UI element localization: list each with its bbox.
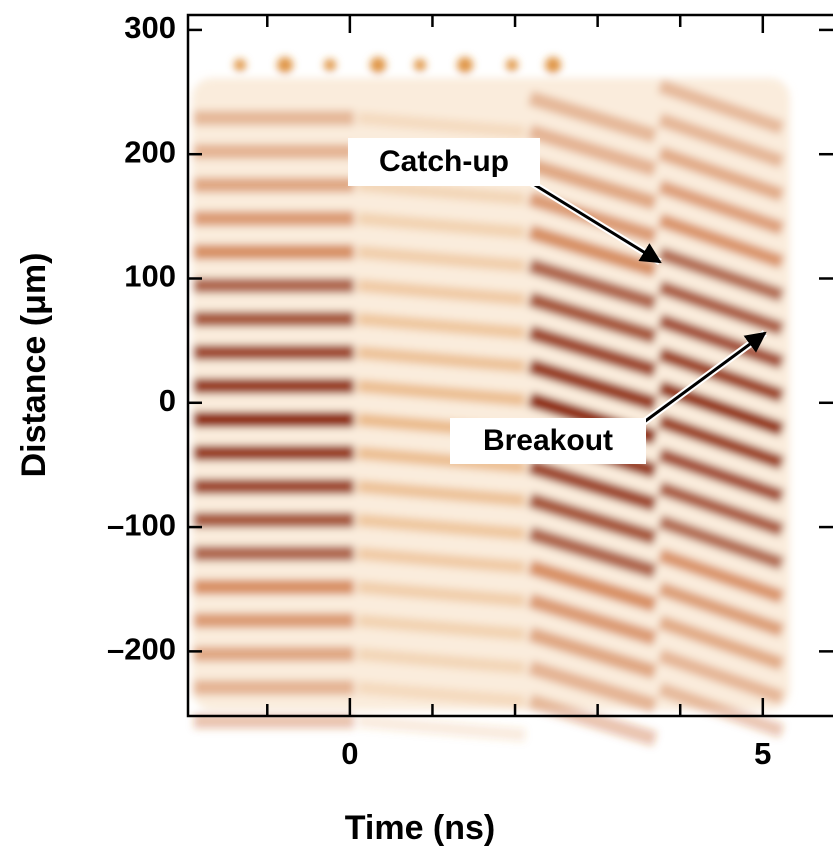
fiducial-dot — [506, 59, 518, 71]
fringe — [657, 280, 785, 336]
fringe — [657, 79, 785, 135]
fringe — [657, 246, 785, 303]
fiducial-dot — [414, 59, 426, 71]
x-tick-label: 0 — [341, 736, 358, 771]
annotation-box — [348, 138, 540, 186]
fringe — [527, 693, 658, 747]
fringe — [657, 347, 785, 403]
annotation: Breakout — [483, 424, 613, 457]
annotation: Catch-up — [379, 145, 509, 178]
y-tick-label: 100 — [124, 259, 176, 294]
fringe — [357, 647, 526, 675]
fiducial-dot — [457, 57, 473, 73]
fringe — [357, 480, 526, 507]
y-tick-label: 0 — [159, 383, 176, 418]
fringe — [357, 379, 526, 407]
fringe — [657, 514, 785, 571]
fringe — [357, 446, 526, 474]
fringe — [657, 112, 785, 169]
fringe — [527, 626, 658, 680]
annotation-arrow — [639, 331, 767, 427]
fringe — [657, 481, 785, 537]
fringe — [657, 146, 785, 202]
fringe — [357, 681, 526, 708]
fringe — [527, 559, 658, 613]
fringe — [527, 358, 658, 412]
fiducial-dot — [234, 59, 246, 71]
fringe — [357, 178, 526, 206]
fringe — [357, 580, 526, 608]
fringe — [527, 224, 658, 278]
fringe — [527, 258, 658, 311]
fringe — [357, 279, 526, 306]
fringe — [527, 325, 658, 378]
fringe — [357, 513, 526, 541]
fringe — [657, 581, 785, 638]
fringe — [357, 245, 526, 273]
fringe — [657, 179, 785, 236]
fringe — [657, 615, 785, 671]
fringe — [657, 213, 785, 269]
y-tick-label: –100 — [107, 507, 176, 542]
fringe — [357, 614, 526, 641]
fringe — [527, 124, 658, 177]
fringe — [357, 714, 526, 742]
fringe — [657, 682, 785, 738]
fringe — [527, 492, 658, 546]
fringe — [527, 157, 658, 211]
fringe — [527, 660, 658, 713]
fiducial-dot — [545, 57, 561, 73]
y-tick-label: 200 — [124, 134, 176, 169]
fringe — [527, 291, 658, 345]
fringe — [357, 111, 526, 139]
y-tick-label: –200 — [107, 632, 176, 667]
axis-frame — [186, 13, 833, 718]
fringe — [357, 547, 526, 574]
fringe — [357, 346, 526, 373]
fringe — [527, 90, 658, 144]
y-tick-label: 300 — [124, 10, 176, 45]
fringe — [657, 648, 785, 705]
streak-image — [192, 57, 790, 747]
fiducial-dot — [370, 57, 386, 73]
fringe — [357, 212, 526, 239]
fringe — [527, 459, 658, 512]
annotation-box — [450, 418, 646, 464]
fringe — [527, 593, 658, 646]
fringe — [657, 313, 785, 370]
x-axis-label: Time (ns) — [345, 809, 496, 847]
fiducial-dot — [324, 59, 336, 71]
fiducial-dot — [277, 57, 293, 73]
fringe — [357, 312, 526, 340]
fringe — [657, 414, 785, 470]
fringe — [527, 526, 658, 579]
x-tick-label: 5 — [754, 736, 771, 771]
y-axis-label: Distance (μm) — [15, 253, 53, 478]
annotation-arrow — [529, 180, 662, 264]
fringe — [657, 548, 785, 604]
fringe — [657, 447, 785, 504]
